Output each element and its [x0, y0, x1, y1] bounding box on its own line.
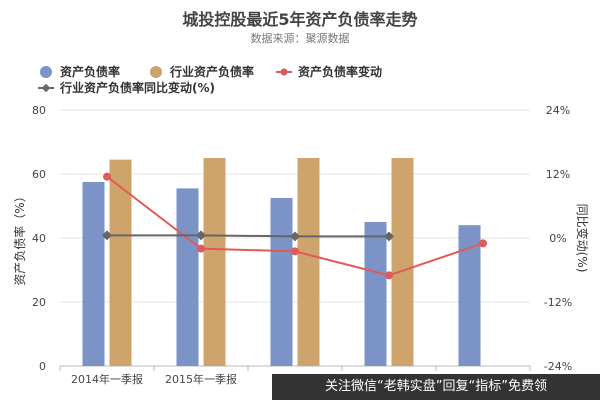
y-axis-label: 资产负债率（%）	[12, 190, 27, 285]
y2-tick-label: -24%	[544, 360, 572, 373]
bar-industry-asset-liability	[297, 158, 320, 366]
bar-asset-liability	[458, 225, 481, 366]
point-asset-liability-change	[479, 239, 487, 248]
line-industry-change	[107, 234, 389, 238]
y2-tick-label: 12%	[546, 168, 570, 181]
x-tick-label: 2014年一季报	[71, 372, 143, 386]
point-industry-change	[384, 231, 394, 242]
legend-label: 行业资产负债率	[169, 64, 254, 79]
x-tick-label: 2015年一季报	[165, 372, 237, 386]
y-tick-label: 60	[32, 168, 46, 181]
bar-industry-asset-liability	[203, 158, 226, 366]
point-asset-liability-change	[103, 172, 111, 181]
legend-swatch	[41, 83, 51, 93]
legend-swatch	[40, 66, 52, 78]
promo-watermark: 关注微信“老韩实盘”回复“指标”免费领	[272, 374, 600, 400]
chart-subtitle: 数据来源：聚源数据	[250, 32, 350, 45]
point-asset-liability-change	[291, 247, 299, 256]
point-industry-change	[290, 231, 300, 242]
y2-tick-label: 24%	[546, 104, 570, 117]
chart-title: 城投控股最近5年资产负债率走势	[182, 10, 418, 29]
y-tick-label: 80	[32, 104, 46, 117]
legend-swatch	[150, 66, 162, 78]
y-tick-label: 20	[32, 296, 46, 309]
bar-asset-liability	[270, 198, 293, 366]
legend-swatch	[280, 68, 288, 76]
y2-tick-label: 0%	[549, 232, 566, 245]
y-tick-label: 40	[32, 232, 46, 245]
bar-asset-liability	[82, 182, 105, 366]
point-industry-change	[102, 230, 112, 241]
legend-label: 资产负债率变动	[298, 64, 382, 79]
y2-tick-label: -12%	[544, 296, 572, 309]
bar-asset-liability	[364, 222, 387, 366]
legend-label: 资产负债率	[60, 64, 120, 79]
bar-asset-liability	[176, 188, 199, 366]
bar-industry-asset-liability	[109, 159, 132, 366]
y2-axis-label: 同比变动(%)	[575, 204, 590, 273]
line-asset-liability-change	[106, 175, 484, 277]
legend-label: 行业资产负债率同比变动(%)	[59, 80, 215, 95]
point-asset-liability-change	[385, 271, 393, 280]
point-asset-liability-change	[197, 244, 205, 253]
point-industry-change	[196, 230, 206, 241]
bar-industry-asset-liability	[391, 158, 414, 366]
y-tick-label: 0	[39, 360, 46, 373]
